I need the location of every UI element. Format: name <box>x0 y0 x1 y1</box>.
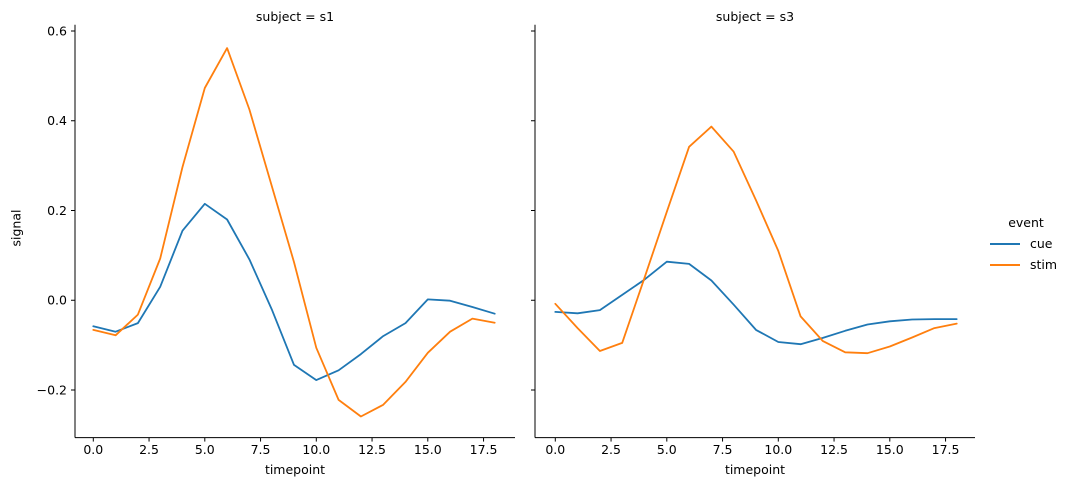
y-tick-label: −0.2 <box>37 382 67 397</box>
legend-item-label: cue <box>1030 236 1053 251</box>
chart-panel-s3: 0.0 2.5 5.0 7.5 10.0 12.5 15.0 17.5 <box>531 24 975 457</box>
x-tick-label: 10.0 <box>302 442 330 457</box>
x-axis-label-left: timepoint <box>264 462 326 477</box>
y-tick-label: 0.4 <box>47 113 67 128</box>
legend-item-label: stim <box>1030 257 1058 272</box>
x-tick-label: 12.5 <box>358 442 386 457</box>
legend-item-stim: stim <box>990 254 1062 275</box>
x-tick-label: 17.5 <box>470 442 498 457</box>
x-tick-label: 15.0 <box>876 442 904 457</box>
x-tick-label: 7.5 <box>251 442 271 457</box>
facet-title-s3: subject = s3 <box>715 9 795 24</box>
legend: event cue stim <box>990 216 1062 275</box>
cue-line <box>92 202 496 382</box>
stim-line-swatch <box>990 263 1020 266</box>
y-tick-label: 0.2 <box>47 203 67 218</box>
cue-line-swatch <box>990 242 1020 245</box>
x-tick-label: 2.5 <box>139 442 159 457</box>
cue-line <box>554 260 958 346</box>
x-tick-label: 17.5 <box>932 442 960 457</box>
x-axis-label-right: timepoint <box>724 462 786 477</box>
x-tick-label: 10.0 <box>764 442 792 457</box>
x-tick-label: 2.5 <box>601 442 621 457</box>
x-tick-label: 0.0 <box>545 442 565 457</box>
stim-line <box>554 125 958 355</box>
y-tick-label: 0.0 <box>47 293 67 308</box>
x-tick-label: 12.5 <box>820 442 848 457</box>
facet-title-s1: subject = s1 <box>255 9 335 24</box>
legend-title: event <box>1008 215 1044 230</box>
legend-item-cue: cue <box>990 233 1062 254</box>
y-tick-label: 0.6 <box>47 23 67 38</box>
x-tick-label: 0.0 <box>83 442 103 457</box>
y-axis-label: signal <box>8 209 24 247</box>
x-tick-label: 15.0 <box>414 442 442 457</box>
x-tick-label: 5.0 <box>195 442 215 457</box>
chart-panel-s1: 0.6 0.4 0.2 0.0 −0.2 0.0 2.5 5.0 7.5 10.0 12.5 15.0… <box>37 23 515 457</box>
x-tick-label: 7.5 <box>713 442 733 457</box>
stim-line <box>92 47 496 418</box>
x-tick-label: 5.0 <box>657 442 677 457</box>
